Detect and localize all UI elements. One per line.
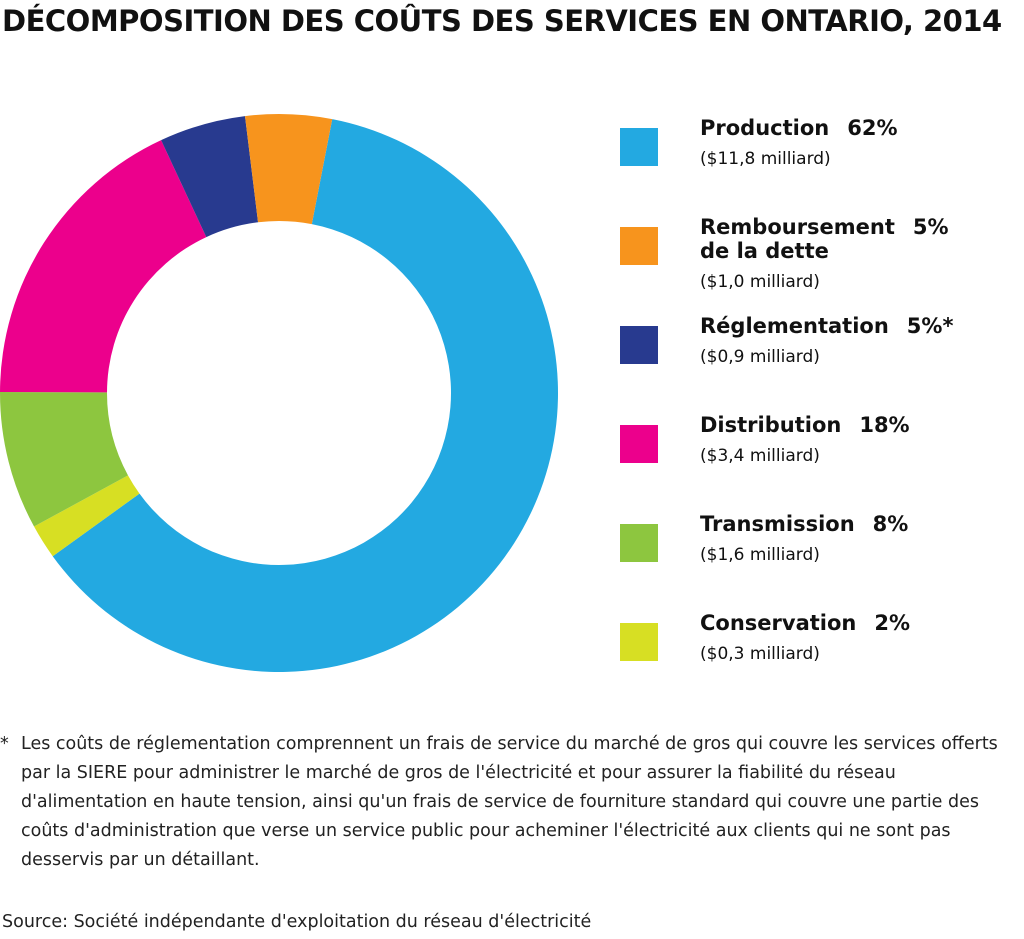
- legend-label: Distribution 18%: [700, 413, 910, 437]
- chart-title: DÉCOMPOSITION DES COÛTS DES SERVICES EN …: [2, 4, 1002, 38]
- slice-production: [52, 119, 559, 672]
- legend-label: Conservation 2%: [700, 611, 910, 635]
- donut-chart: [0, 114, 559, 672]
- footnote-marker: *: [0, 734, 9, 754]
- legend-percent: 5%: [912, 215, 949, 239]
- slice-distribution: [0, 140, 207, 393]
- slice-transmission: [0, 392, 128, 527]
- legend-name-line2: de la dette: [700, 239, 829, 263]
- legend-amount: ($1,0 milliard): [700, 272, 820, 292]
- legend-amount: ($1,6 milliard): [700, 545, 820, 565]
- legend-amount: ($0,9 milliard): [700, 347, 820, 367]
- legend-label: Production 62%: [700, 116, 898, 140]
- source-note: Source: Société indépendante d'exploitat…: [2, 912, 592, 932]
- legend-label: Réglementation 5%*: [700, 314, 953, 338]
- legend-label: Remboursement 5% de la dette: [700, 215, 949, 263]
- footnote: * Les coûts de réglementation comprennen…: [0, 730, 1010, 875]
- legend-percent: 18%: [859, 413, 910, 437]
- legend-swatch: [620, 623, 658, 661]
- legend-swatch: [620, 524, 658, 562]
- legend-percent: 62%: [847, 116, 898, 140]
- legend-amount: ($11,8 milliard): [700, 149, 831, 169]
- footnote-text: Les coûts de réglementation comprennent …: [21, 734, 998, 870]
- legend-percent: 2%: [874, 611, 911, 635]
- slice-reglementation: [161, 116, 259, 238]
- legend-name: Transmission: [700, 512, 855, 536]
- legend-swatch: [620, 326, 658, 364]
- legend-amount: ($3,4 milliard): [700, 446, 820, 466]
- legend-name: Remboursement: [700, 215, 895, 239]
- legend-percent: 5%*: [906, 314, 954, 338]
- legend-swatch: [620, 425, 658, 463]
- legend-label: Transmission 8%: [700, 512, 908, 536]
- legend-name: Réglementation: [700, 314, 889, 338]
- legend-swatch: [620, 227, 658, 265]
- slice-conservation: [34, 475, 140, 557]
- legend-amount: ($0,3 milliard): [700, 644, 820, 664]
- legend-name: Production: [700, 116, 830, 140]
- legend-name: Distribution: [700, 413, 842, 437]
- legend-swatch: [620, 128, 658, 166]
- slice-remboursement: [244, 114, 333, 225]
- legend-name: Conservation: [700, 611, 857, 635]
- legend-percent: 8%: [872, 512, 909, 536]
